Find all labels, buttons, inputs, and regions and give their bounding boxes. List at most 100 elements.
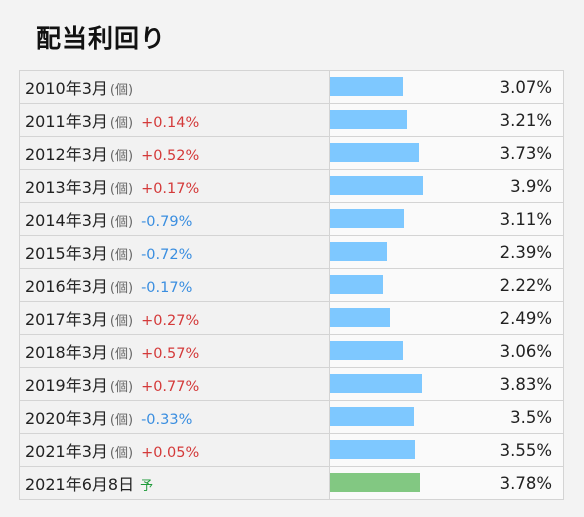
yoy-change: +0.77% — [141, 379, 200, 395]
yoy-change: -0.17% — [141, 280, 193, 296]
period-label: 2015年3月 — [25, 244, 108, 263]
yield-bar — [330, 242, 387, 261]
period-label: 2016年3月 — [25, 277, 108, 296]
yoy-change: +0.05% — [141, 445, 200, 461]
period-label: 2011年3月 — [25, 112, 108, 131]
yield-bar — [330, 77, 403, 96]
period-cell: 2021年3月 (個) +0.05% — [19, 433, 330, 467]
yoy-change: +0.52% — [141, 148, 200, 164]
yoy-change: -0.72% — [141, 247, 193, 263]
yield-bar — [330, 440, 415, 459]
yield-cell: 3.5% — [329, 400, 564, 434]
unit-label: (個) — [109, 347, 134, 362]
period-label: 2019年3月 — [25, 376, 108, 395]
period-cell: 2016年3月 (個) -0.17% — [19, 268, 330, 302]
yield-value: 3.9% — [510, 176, 552, 196]
period-cell: 2013年3月 (個) +0.17% — [19, 169, 330, 203]
period-label: 2021年3月 — [25, 442, 108, 461]
table-body: 2010年3月 (個) 3.07% 2011年3月 (個) +0.14% 3.21% 2012… — [19, 70, 564, 500]
yield-value: 3.21% — [499, 110, 552, 130]
yield-value: 3.73% — [499, 143, 552, 163]
yield-value: 3.55% — [499, 440, 552, 460]
yield-value: 3.5% — [510, 407, 552, 427]
table-row: 2010年3月 (個) 3.07% — [19, 70, 564, 104]
period-cell: 2020年3月 (個) -0.33% — [19, 400, 330, 434]
unit-label: (個) — [109, 116, 134, 131]
yield-value: 3.83% — [499, 374, 552, 394]
table-row: 2012年3月 (個) +0.52% 3.73% — [19, 136, 564, 170]
period-label: 2012年3月 — [25, 145, 108, 164]
dividend-yield-table: 2010年3月 (個) 3.07% 2011年3月 (個) +0.14% 3.21% 2012… — [19, 70, 564, 500]
yield-value: 3.07% — [499, 77, 552, 97]
unit-label: (個) — [109, 215, 134, 230]
yield-cell: 3.55% — [329, 433, 564, 467]
unit-label: (個) — [109, 380, 134, 395]
period-cell: 2017年3月 (個) +0.27% — [19, 301, 330, 335]
yield-cell: 3.9% — [329, 169, 564, 203]
table-row: 2018年3月 (個) +0.57% 3.06% — [19, 334, 564, 368]
table-row: 2011年3月 (個) +0.14% 3.21% — [19, 103, 564, 137]
yield-value: 2.39% — [499, 242, 552, 262]
period-label: 2010年3月 — [25, 79, 108, 98]
yield-cell: 3.21% — [329, 103, 564, 137]
yield-bar — [330, 341, 403, 360]
yield-cell: 2.22% — [329, 268, 564, 302]
yield-cell: 3.11% — [329, 202, 564, 236]
period-cell: 2021年6月8日予 — [19, 466, 330, 500]
unit-label: (個) — [109, 248, 134, 263]
yoy-change: +0.27% — [141, 313, 200, 329]
yield-cell: 3.73% — [329, 136, 564, 170]
unit-label: (個) — [109, 413, 134, 428]
yield-cell: 2.39% — [329, 235, 564, 269]
yield-cell: 3.83% — [329, 367, 564, 401]
forecast-badge: 予 — [140, 479, 154, 494]
yield-bar — [330, 407, 414, 426]
period-cell: 2010年3月 (個) — [19, 70, 330, 104]
yield-value: 2.22% — [499, 275, 552, 295]
period-label: 2021年6月8日 — [25, 475, 135, 494]
period-cell: 2011年3月 (個) +0.14% — [19, 103, 330, 137]
yoy-change: +0.14% — [141, 115, 200, 131]
period-cell: 2018年3月 (個) +0.57% — [19, 334, 330, 368]
table-row: 2019年3月 (個) +0.77% 3.83% — [19, 367, 564, 401]
page-title: 配当利回り — [36, 23, 167, 53]
yield-value: 3.06% — [499, 341, 552, 361]
yield-value: 2.49% — [499, 308, 552, 328]
yield-bar — [330, 143, 419, 162]
table-row: 2021年6月8日予 3.78% — [19, 466, 564, 500]
yield-bar — [330, 176, 423, 195]
yoy-change: +0.57% — [141, 346, 200, 362]
yield-value: 3.11% — [499, 209, 552, 229]
period-label: 2018年3月 — [25, 343, 108, 362]
unit-label: (個) — [109, 182, 134, 197]
table-row: 2016年3月 (個) -0.17% 2.22% — [19, 268, 564, 302]
table-row: 2021年3月 (個) +0.05% 3.55% — [19, 433, 564, 467]
table-row: 2014年3月 (個) -0.79% 3.11% — [19, 202, 564, 236]
yield-value: 3.78% — [499, 473, 552, 493]
table-row: 2013年3月 (個) +0.17% 3.9% — [19, 169, 564, 203]
yield-bar — [330, 275, 383, 294]
period-cell: 2015年3月 (個) -0.72% — [19, 235, 330, 269]
forecast-yield-bar — [330, 473, 420, 492]
unit-label: (個) — [109, 83, 134, 98]
yield-cell: 2.49% — [329, 301, 564, 335]
yield-cell: 3.07% — [329, 70, 564, 104]
yield-cell: 3.06% — [329, 334, 564, 368]
yoy-change: +0.17% — [141, 181, 200, 197]
yield-bar — [330, 374, 422, 393]
unit-label: (個) — [109, 149, 134, 164]
unit-label: (個) — [109, 446, 134, 461]
unit-label: (個) — [109, 314, 134, 329]
period-label: 2013年3月 — [25, 178, 108, 197]
table-row: 2020年3月 (個) -0.33% 3.5% — [19, 400, 564, 434]
period-cell: 2019年3月 (個) +0.77% — [19, 367, 330, 401]
period-label: 2017年3月 — [25, 310, 108, 329]
yield-bar — [330, 209, 404, 228]
yield-cell: 3.78% — [329, 466, 564, 500]
yield-bar — [330, 110, 407, 129]
period-label: 2014年3月 — [25, 211, 108, 230]
period-cell: 2014年3月 (個) -0.79% — [19, 202, 330, 236]
period-cell: 2012年3月 (個) +0.52% — [19, 136, 330, 170]
table-row: 2017年3月 (個) +0.27% 2.49% — [19, 301, 564, 335]
period-label: 2020年3月 — [25, 409, 108, 428]
